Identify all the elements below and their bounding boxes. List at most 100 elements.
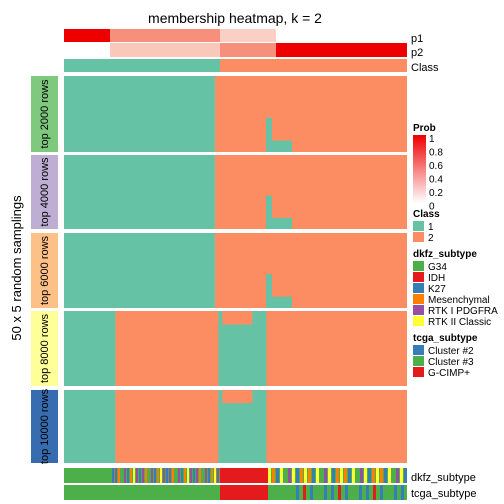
legend-item-label: G-CIMP+ [428,368,470,379]
p2-label: p2 [411,47,423,59]
legend-swatch [413,272,424,282]
class1-spike [266,274,272,308]
dkfz-subtype-cell [139,468,141,483]
class1-spike [272,296,292,308]
dkfz-subtype-cell [288,468,291,483]
dkfz-subtype-cell [396,468,399,483]
legend-title: Class [413,209,440,220]
dkfz-subtype-cell [148,468,150,483]
dkfz-subtype-cell [324,468,327,483]
dkfz-subtype-cell [157,468,159,483]
legend-swatch [413,305,424,315]
dkfz-subtype-cell [112,468,114,483]
class-bar [64,59,220,72]
dkfz-subtype-cell [348,468,351,483]
dkfz-subtype-cell [136,468,138,483]
p1-bar [276,29,407,42]
legend-swatch [413,283,424,293]
dkfz-subtype-cell [392,468,395,483]
dkfz-subtype-cell [160,468,162,483]
dkfz-subtype-cell [400,468,403,483]
heatmap-panel [64,155,407,229]
class1-spike [272,217,292,229]
prob-tick-label: 0.6 [429,161,443,172]
heatmap-panel [64,76,407,152]
dkfz-subtype-cell [268,468,271,483]
prob-tick-label: 0 [429,202,435,213]
dkfz-subtype-cell [193,468,195,483]
class-bar [220,59,407,72]
legend-title: Prob [413,123,436,134]
row-group-labels: top 2000 rows top 4000 rows top 6000 rows t… [31,76,58,464]
tcga-subtype-cell [373,485,376,500]
chart-title: membership heatmap, k = 2 [148,10,322,26]
dkfz-subtype-cell [175,468,177,483]
dkfz-subtype-cell [142,468,144,483]
dkfz-subtype-cell [172,468,174,483]
bottom-annotations: dkfz_subtype tcga_subtype [64,468,476,500]
row-group-label: top 6000 rows [39,235,51,305]
dkfz-subtype-cell [214,468,216,483]
legend-item-label: Mesenchymal [428,295,490,306]
row-group-label: top 4000 rows [39,157,51,227]
dkfz-subtype-cell [181,468,183,483]
row-group-strip [31,233,58,308]
row-group-label: top 10000 rows [39,388,51,464]
class2-block [214,233,407,308]
dkfz-subtype-cell [344,468,347,483]
p2-bar [276,43,407,57]
dkfz-subtype-cell [220,468,268,483]
dkfz-subtype-cell [115,468,117,483]
dkfz-subtype-cell [124,468,126,483]
class2-block [222,311,253,325]
p1-bar [64,29,110,42]
class2-block [214,155,407,229]
dkfz-subtype-cell [296,468,299,483]
tcga-subtype-cell [352,485,355,500]
dkfz-subtype-cell [276,468,279,483]
legend-swatch [413,356,424,366]
p1-label: p1 [411,33,423,45]
legend-swatch [413,316,424,326]
heatmap-panel [64,233,407,308]
dkfz-subtype-cell [169,468,171,483]
tcga-subtype-cell [220,485,268,500]
class1-spike [266,117,272,152]
class1-block [64,390,116,463]
class-annotation-label: Class [411,62,439,74]
dkfz-subtype-cell [154,468,156,483]
dkfz-subtype-cell [178,468,180,483]
dkfz-subtype-cell [272,468,275,483]
class1-block [64,233,215,308]
dkfz-subtype-cell [308,468,311,483]
prob-tick-label: 0.2 [429,188,443,199]
dkfz-subtype-cell [340,468,343,483]
dkfz-subtype-cell [280,468,283,483]
tcga-subtype-label: tcga_subtype [411,488,476,500]
dkfz-subtype-cell [284,468,287,483]
tcga-subtype-cell [331,485,334,500]
dkfz-subtype-cell [211,468,213,483]
p2-bar [220,43,276,57]
tcga-subtype-cell [338,485,341,500]
dkfz-subtype-cell [151,468,153,483]
class1-spike [272,140,292,152]
dkfz-subtype-cell [184,468,186,483]
heatmap-panel [64,311,407,386]
dkfz-subtype-cell [360,468,363,483]
prob-tick-label: 0.4 [429,175,443,186]
dkfz-subtype-cell [364,468,367,483]
class1-block [64,76,215,152]
tcga-subtype-bar [64,485,220,500]
tcga-subtype-cell [359,485,362,500]
legend-item-label: K27 [428,284,446,295]
legend-item-label: RTK I PDGFRA [428,306,498,317]
dkfz-subtype-cell [217,468,219,483]
tcga-subtype-cell [401,485,404,500]
tcga-subtype-cell [324,485,327,500]
dkfz-subtype-cell [372,468,375,483]
tcga-subtype-cell [345,485,348,500]
legend-title: tcga_subtype [413,333,478,344]
legend-item-label: IDH [428,273,445,284]
